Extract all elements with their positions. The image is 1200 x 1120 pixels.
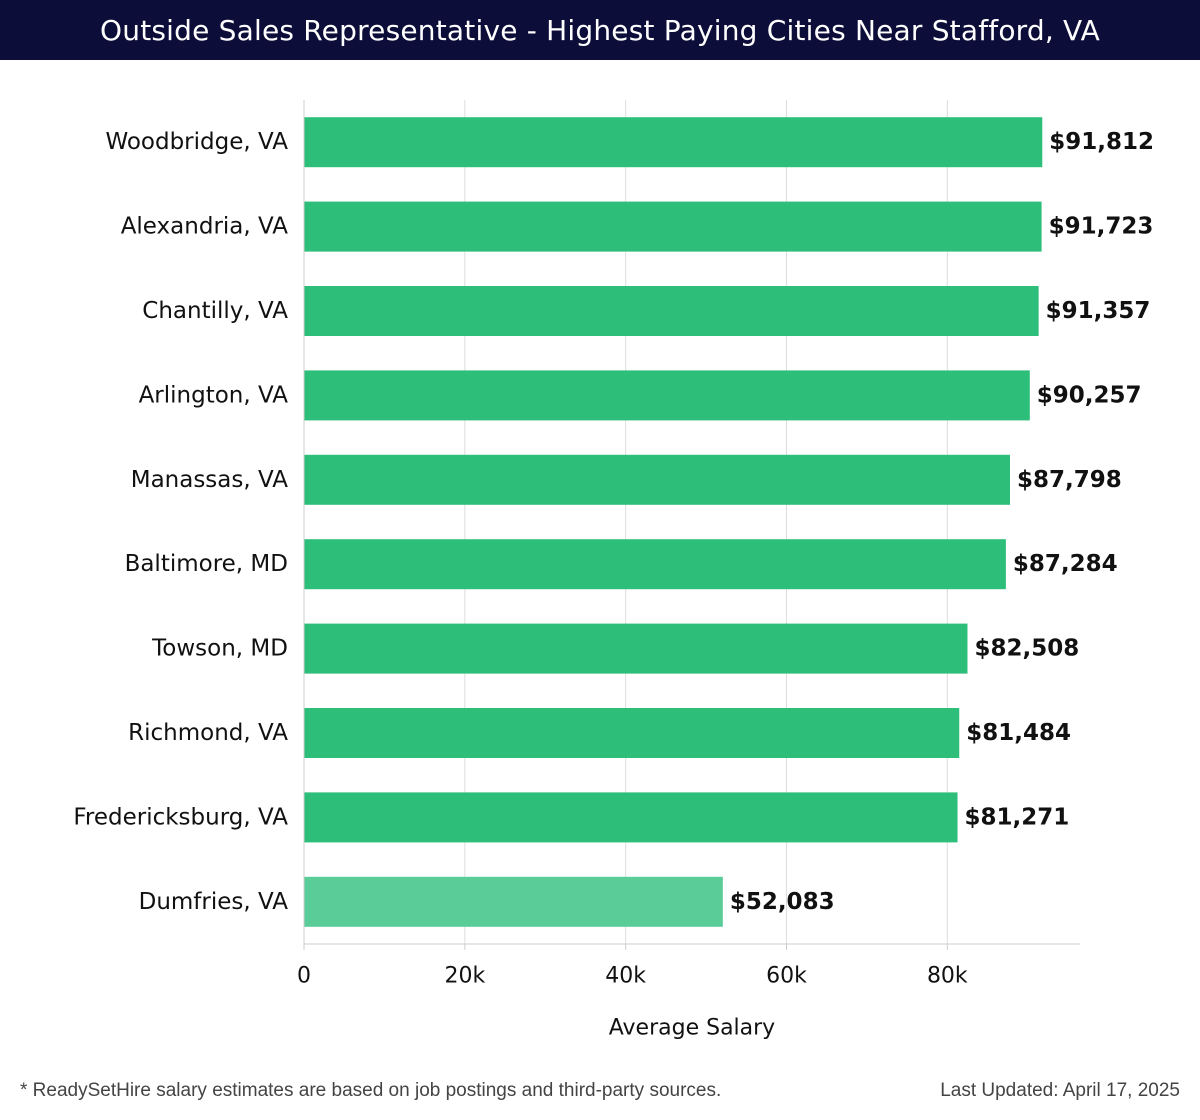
bar-3 xyxy=(304,370,1030,421)
bar-value-label-7: $81,484 xyxy=(966,720,1071,746)
x-tick-label-3: 60k xyxy=(766,964,807,989)
category-label-9: Dumfries, VA xyxy=(139,889,289,915)
category-label-8: Fredericksburg, VA xyxy=(73,804,288,830)
bar-value-label-1: $91,723 xyxy=(1049,214,1154,240)
bar-7 xyxy=(304,708,960,758)
bar-value-label-8: $81,271 xyxy=(965,804,1070,830)
bar-9 xyxy=(304,876,723,927)
x-tick-label-0: 0 xyxy=(297,964,311,989)
bar-value-label-0: $91,812 xyxy=(1049,129,1154,155)
footnote: * ReadySetHire salary estimates are base… xyxy=(20,1080,722,1101)
bar-value-label-5: $87,284 xyxy=(1013,551,1118,577)
category-label-6: Towson, MD xyxy=(151,636,288,662)
bar-6 xyxy=(304,623,968,674)
category-label-4: Manassas, VA xyxy=(131,467,289,493)
bar-4 xyxy=(304,454,1011,505)
x-axis-title: Average Salary xyxy=(609,1016,775,1041)
bar-2 xyxy=(304,286,1039,336)
category-label-2: Chantilly, VA xyxy=(142,298,288,324)
last-updated: Last Updated: April 17, 2025 xyxy=(940,1080,1180,1101)
bar-value-label-3: $90,257 xyxy=(1037,382,1142,408)
bar-0 xyxy=(304,117,1043,168)
bar-5 xyxy=(304,539,1006,590)
category-label-7: Richmond, VA xyxy=(128,720,288,746)
category-label-3: Arlington, VA xyxy=(139,382,289,408)
category-label-0: Woodbridge, VA xyxy=(105,129,288,155)
chart-title-bar: Outside Sales Representative - Highest P… xyxy=(0,0,1200,60)
x-tick-label-1: 20k xyxy=(444,964,485,989)
bar-value-label-6: $82,508 xyxy=(974,636,1079,662)
bar-value-label-9: $52,083 xyxy=(730,889,835,915)
bar-8 xyxy=(304,792,958,843)
bar-1 xyxy=(304,201,1042,252)
x-tick-label-4: 80k xyxy=(927,964,968,989)
chart-title: Outside Sales Representative - Highest P… xyxy=(100,13,1100,47)
category-label-5: Baltimore, MD xyxy=(125,551,288,577)
x-tick-label-2: 40k xyxy=(605,964,646,989)
bar-value-label-4: $87,798 xyxy=(1017,467,1122,493)
category-label-1: Alexandria, VA xyxy=(121,214,289,240)
bar-value-label-2: $91,357 xyxy=(1046,298,1151,324)
